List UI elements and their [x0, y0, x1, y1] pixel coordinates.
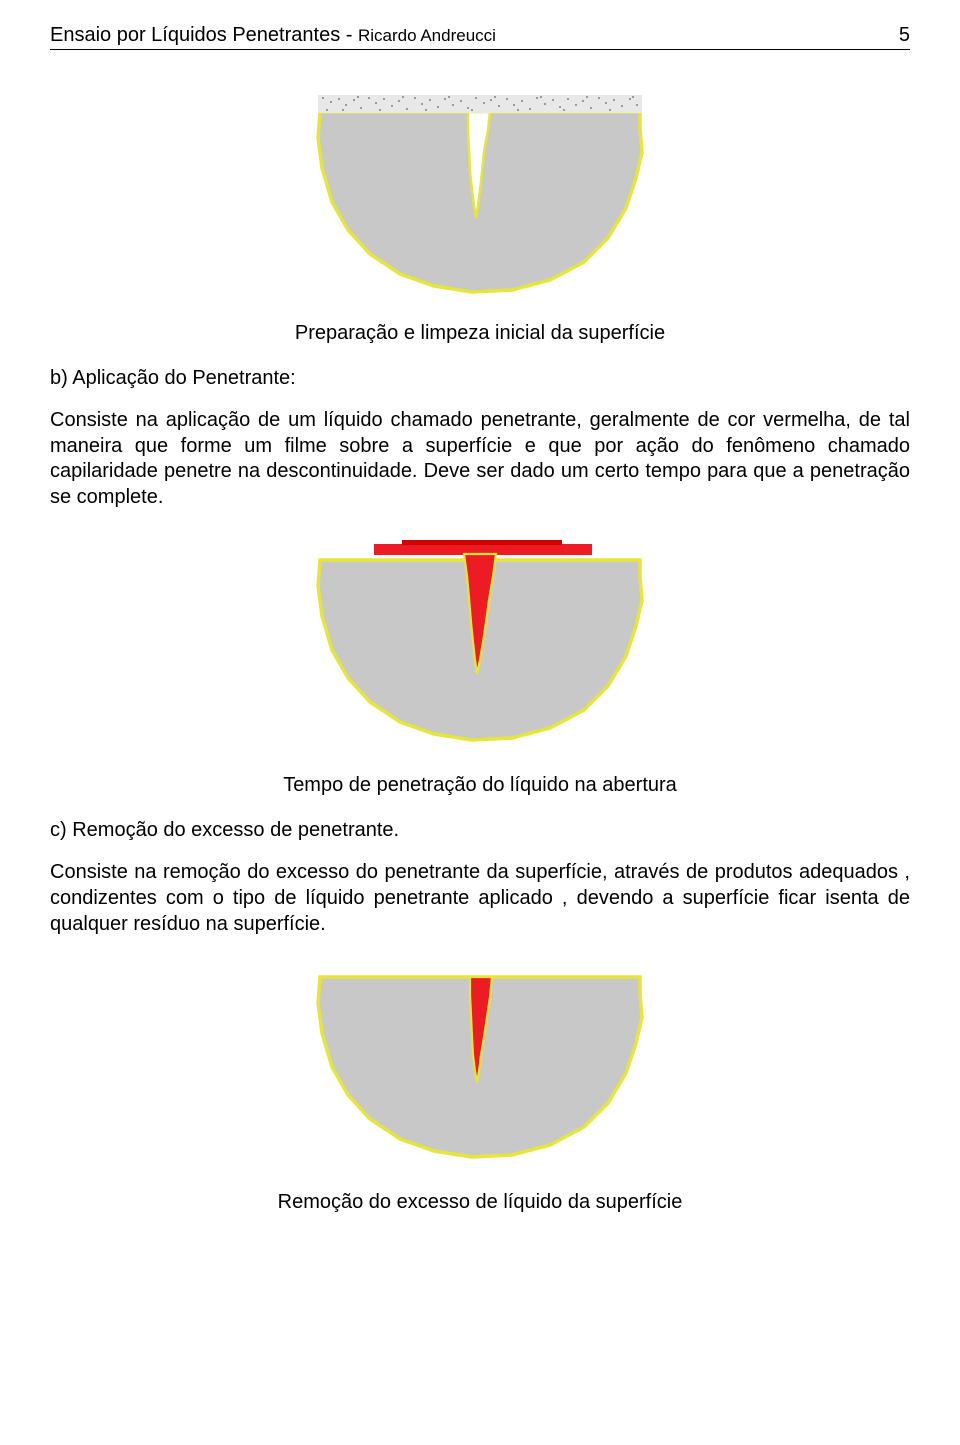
figure-1 — [50, 90, 910, 300]
header-rule — [50, 49, 910, 50]
doc-title-wrap: Ensaio por Líquidos Penetrantes - Ricard… — [50, 24, 496, 47]
figure-2-svg — [290, 532, 670, 752]
doc-title: Ensaio por Líquidos Penetrantes - — [50, 24, 358, 46]
figure-3-svg — [290, 959, 670, 1169]
figure-2-caption: Tempo de penetração do líquido na abertu… — [50, 774, 910, 797]
figure-3 — [50, 959, 910, 1169]
figure-3-caption: Remoção do excesso de líquido da superfí… — [50, 1191, 910, 1214]
figure-1-caption: Preparação e limpeza inicial da superfíc… — [50, 322, 910, 345]
section-c-label: c) Remoção do excesso de penetrante. — [50, 819, 910, 842]
page-number: 5 — [899, 24, 910, 47]
section-b-body: Consiste na aplicação de um líquido cham… — [50, 408, 910, 510]
figure-2 — [50, 532, 910, 752]
page-header: Ensaio por Líquidos Penetrantes - Ricard… — [50, 24, 910, 47]
doc-author: Ricardo Andreucci — [358, 26, 496, 45]
figure-1-svg — [290, 90, 670, 300]
section-b-label: b) Aplicação do Penetrante: — [50, 367, 910, 390]
section-c-body: Consiste na remoção do excesso do penetr… — [50, 860, 910, 937]
